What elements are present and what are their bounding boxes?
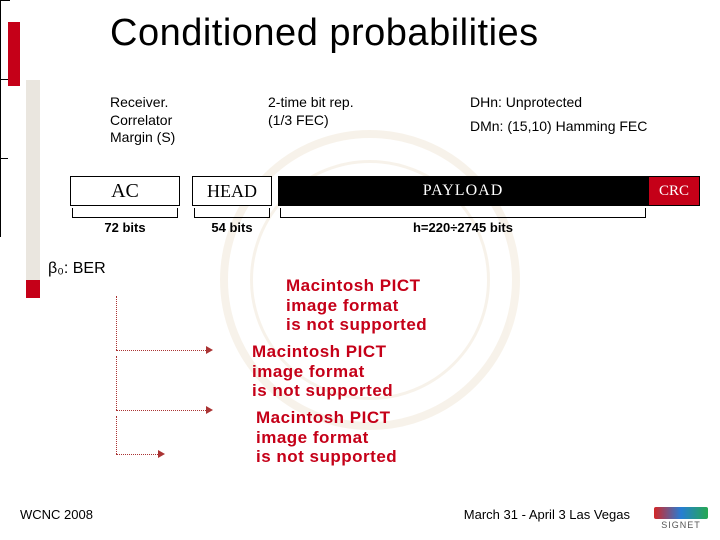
arrowhead-2 [206,406,213,414]
ber-label: β₀: BER [48,260,106,278]
dotted-line-3h [116,454,158,455]
brace-ac [72,208,178,218]
accent-bar-beige [26,80,40,280]
packet-crc: CRC [648,176,700,206]
bits-head: 54 bits [194,220,270,235]
bracket-payload [0,158,8,159]
bracket-receiver [0,0,10,1]
dotted-line-3v [116,416,117,454]
logo-text: SIGNET [654,520,708,530]
dotted-line-2h [116,410,206,411]
label-receiver: Receiver. Correlator Margin (S) [110,94,200,147]
footer-logo: SIGNET [654,507,708,530]
dotted-line-1v [116,296,117,350]
bits-ac: 72 bits [72,220,178,235]
accent-bar-red-small [26,280,40,298]
bracket-payload-v [0,159,1,237]
pict-placeholder-3: Macintosh PICT image format is not suppo… [256,408,397,467]
bracket-receiver-v [0,1,1,79]
pict-placeholder-1: Macintosh PICT image format is not suppo… [286,276,427,335]
dotted-line-1h [116,350,206,351]
arrowhead-1 [206,346,213,354]
dotted-line-2v [116,356,117,410]
label-fec: 2-time bit rep. (1/3 FEC) [268,94,388,129]
brace-head [194,208,270,218]
arrowhead-3 [158,450,165,458]
pict-placeholder-2: Macintosh PICT image format is not suppo… [252,342,393,401]
bracket-fec [0,79,8,80]
footer-left: WCNC 2008 [20,507,93,522]
bracket-fec-v [0,80,1,158]
page-title: Conditioned probabilities [110,12,539,55]
brace-payload [280,208,646,218]
label-dhn: DHn: Unprotected [470,94,650,112]
accent-bar-red [8,22,20,86]
packet-ac: AC [70,176,180,206]
bits-payload: h=220÷2745 bits [280,220,646,235]
label-dmn: DMn: (15,10) Hamming FEC [470,118,680,136]
packet-head: HEAD [192,176,272,206]
packet-payload: PAYLOAD [278,176,648,206]
footer-right: March 31 - April 3 Las Vegas [464,507,630,522]
ber-text: β₀: BER [48,260,106,277]
slide-root: { "title": "Conditioned probabilities", … [0,0,720,540]
logo-swatch [654,507,708,519]
